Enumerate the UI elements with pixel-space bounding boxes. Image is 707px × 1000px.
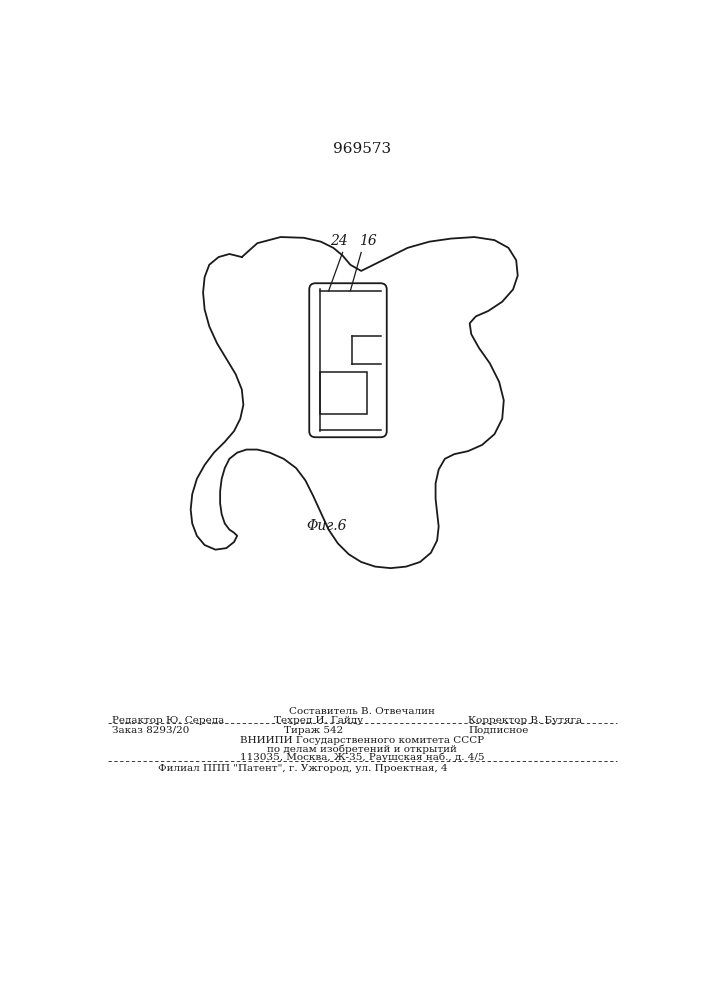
Bar bbox=[320, 372, 367, 414]
Text: Техред И. Гайду: Техред И. Гайду bbox=[274, 716, 363, 725]
Text: Подписное: Подписное bbox=[468, 726, 529, 735]
Text: Редактор Ю. Середа: Редактор Ю. Середа bbox=[112, 716, 224, 725]
Text: Составитель В. Отвечалин: Составитель В. Отвечалин bbox=[289, 707, 435, 716]
Text: Корректор В. Бутяга: Корректор В. Бутяга bbox=[468, 716, 583, 725]
Text: Тираж 542: Тираж 542 bbox=[284, 726, 344, 735]
Text: ВНИИПИ Государственного комитета СССР: ВНИИПИ Государственного комитета СССР bbox=[240, 736, 484, 745]
Text: 969573: 969573 bbox=[333, 142, 391, 156]
Text: по делам изобретений и открытий: по делам изобретений и открытий bbox=[267, 744, 457, 754]
Text: 16: 16 bbox=[359, 234, 377, 248]
Text: 113035, Москва, Ж-35, Раушская наб., д. 4/5: 113035, Москва, Ж-35, Раушская наб., д. … bbox=[240, 753, 484, 762]
Text: 24: 24 bbox=[330, 234, 348, 248]
Text: Филиал ППП "Патент", г. Ужгород, ул. Проектная, 4: Филиал ППП "Патент", г. Ужгород, ул. Про… bbox=[158, 764, 448, 773]
Text: Заказ 8293/20: Заказ 8293/20 bbox=[112, 726, 189, 735]
Text: Φиг.6: Φиг.6 bbox=[307, 519, 347, 533]
